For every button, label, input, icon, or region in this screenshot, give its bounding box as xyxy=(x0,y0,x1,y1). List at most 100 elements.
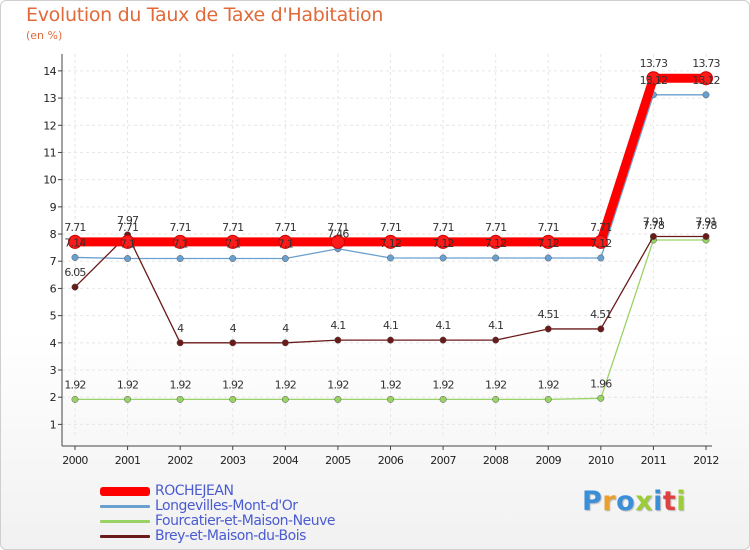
data-label: 7.1 xyxy=(120,238,135,251)
data-point xyxy=(225,234,240,249)
data-label: 7.91 xyxy=(695,215,716,228)
data-point xyxy=(699,71,713,86)
data-point xyxy=(492,336,500,344)
data-label: 13.12 xyxy=(640,74,668,87)
data-label: 7.71 xyxy=(538,221,559,234)
data-label: 4.51 xyxy=(538,308,559,321)
x-tick-label: 2008 xyxy=(483,454,509,467)
data-label: 7.12 xyxy=(380,237,401,250)
data-point xyxy=(597,394,605,402)
data-point xyxy=(439,336,447,344)
data-point xyxy=(173,234,188,249)
data-label: 1.92 xyxy=(222,378,243,391)
x-tick-label: 2003 xyxy=(220,454,246,467)
data-point xyxy=(387,395,394,403)
data-label: 7.71 xyxy=(327,221,348,234)
data-point xyxy=(544,325,552,333)
data-label: 7.12 xyxy=(590,237,611,250)
data-label: 7.71 xyxy=(117,221,138,234)
chart-subtitle: (en %) xyxy=(26,29,63,42)
data-point xyxy=(488,234,503,249)
logo-letter: x xyxy=(635,486,654,517)
data-label: 7.1 xyxy=(278,238,293,251)
data-point xyxy=(176,339,184,347)
data-label: 4.1 xyxy=(383,319,398,332)
data-point xyxy=(281,255,289,262)
data-label: 4.51 xyxy=(590,308,611,321)
data-label: 7.71 xyxy=(432,221,453,234)
legend-swatch-brey xyxy=(100,535,150,538)
data-label: 4.1 xyxy=(330,319,345,332)
data-point xyxy=(71,395,79,403)
data-label: 7.71 xyxy=(222,221,243,234)
data-point xyxy=(383,234,398,249)
data-label: 4.1 xyxy=(436,319,451,332)
data-point xyxy=(124,395,132,403)
x-tick-label: 2010 xyxy=(588,454,614,467)
data-point xyxy=(330,234,345,249)
data-point xyxy=(597,325,605,333)
data-label: 7.91 xyxy=(643,215,664,228)
data-label: 1.92 xyxy=(275,378,296,391)
data-label: 7.97 xyxy=(117,214,139,227)
x-tick-label: 2007 xyxy=(430,454,456,467)
data-label: 7.78 xyxy=(695,219,717,232)
y-tick-label: 2 xyxy=(50,391,56,404)
y-tick-label: 11 xyxy=(43,146,56,159)
y-tick-label: 9 xyxy=(50,201,57,214)
data-label: 7.12 xyxy=(538,237,559,250)
data-label: 1.92 xyxy=(117,378,138,391)
data-label: 1.92 xyxy=(538,378,559,391)
data-point xyxy=(71,283,79,291)
logo-letter: t xyxy=(662,486,677,517)
chart-title: Evolution du Taux de Taxe d'Habitation xyxy=(26,4,384,26)
y-tick-label: 13 xyxy=(43,92,56,105)
data-label: 1.92 xyxy=(432,378,453,391)
legend-label-brey: Brey-et-Maison-du-Bois xyxy=(155,528,306,544)
legend-label-rochejean: ROCHEJEAN xyxy=(155,483,234,499)
data-point xyxy=(439,254,447,262)
data-point xyxy=(176,395,184,403)
data-label: 7.1 xyxy=(225,238,240,251)
data-label: 1.92 xyxy=(485,378,506,391)
data-point xyxy=(387,254,394,262)
data-point xyxy=(334,395,342,403)
y-tick-label: 10 xyxy=(43,174,56,187)
x-tick-label: 2009 xyxy=(535,454,561,467)
data-point xyxy=(492,254,500,262)
data-label: 7.71 xyxy=(380,221,401,234)
data-point xyxy=(702,91,710,99)
data-point xyxy=(124,255,132,262)
legend-swatch-longevilles xyxy=(100,505,150,508)
y-tick-label: 7 xyxy=(50,255,57,268)
data-label: 13.73 xyxy=(640,57,668,70)
data-point xyxy=(593,234,608,249)
y-tick-label: 8 xyxy=(50,228,57,241)
data-point xyxy=(281,339,289,347)
legend-label-fourcatier: Fourcatier-et-Maison-Neuve xyxy=(155,513,335,529)
data-label: 7.71 xyxy=(275,221,296,234)
data-label: 6.05 xyxy=(64,266,86,279)
data-label: 7.78 xyxy=(643,219,665,232)
y-tick-label: 14 xyxy=(43,65,56,78)
data-point xyxy=(544,254,552,262)
x-tick-label: 2004 xyxy=(273,454,299,467)
x-tick-label: 2012 xyxy=(693,454,719,467)
data-label: 7.12 xyxy=(485,237,506,250)
data-label: 1.92 xyxy=(64,378,85,391)
logo-letter: r xyxy=(602,486,617,517)
x-tick-label: 2006 xyxy=(378,454,404,467)
data-point xyxy=(229,255,237,262)
legend-swatch-fourcatier xyxy=(100,520,150,523)
x-tick-label: 2001 xyxy=(115,454,141,467)
data-label: 7.46 xyxy=(327,228,349,241)
x-tick-label: 2011 xyxy=(641,454,667,467)
data-label: 1.92 xyxy=(380,378,401,391)
y-tick-label: 5 xyxy=(50,310,57,323)
x-tick-label: 2000 xyxy=(62,454,88,467)
data-label: 7.71 xyxy=(64,221,85,234)
data-point xyxy=(68,234,82,249)
data-label: 7.14 xyxy=(64,236,86,249)
x-tick-label: 2002 xyxy=(167,454,193,467)
